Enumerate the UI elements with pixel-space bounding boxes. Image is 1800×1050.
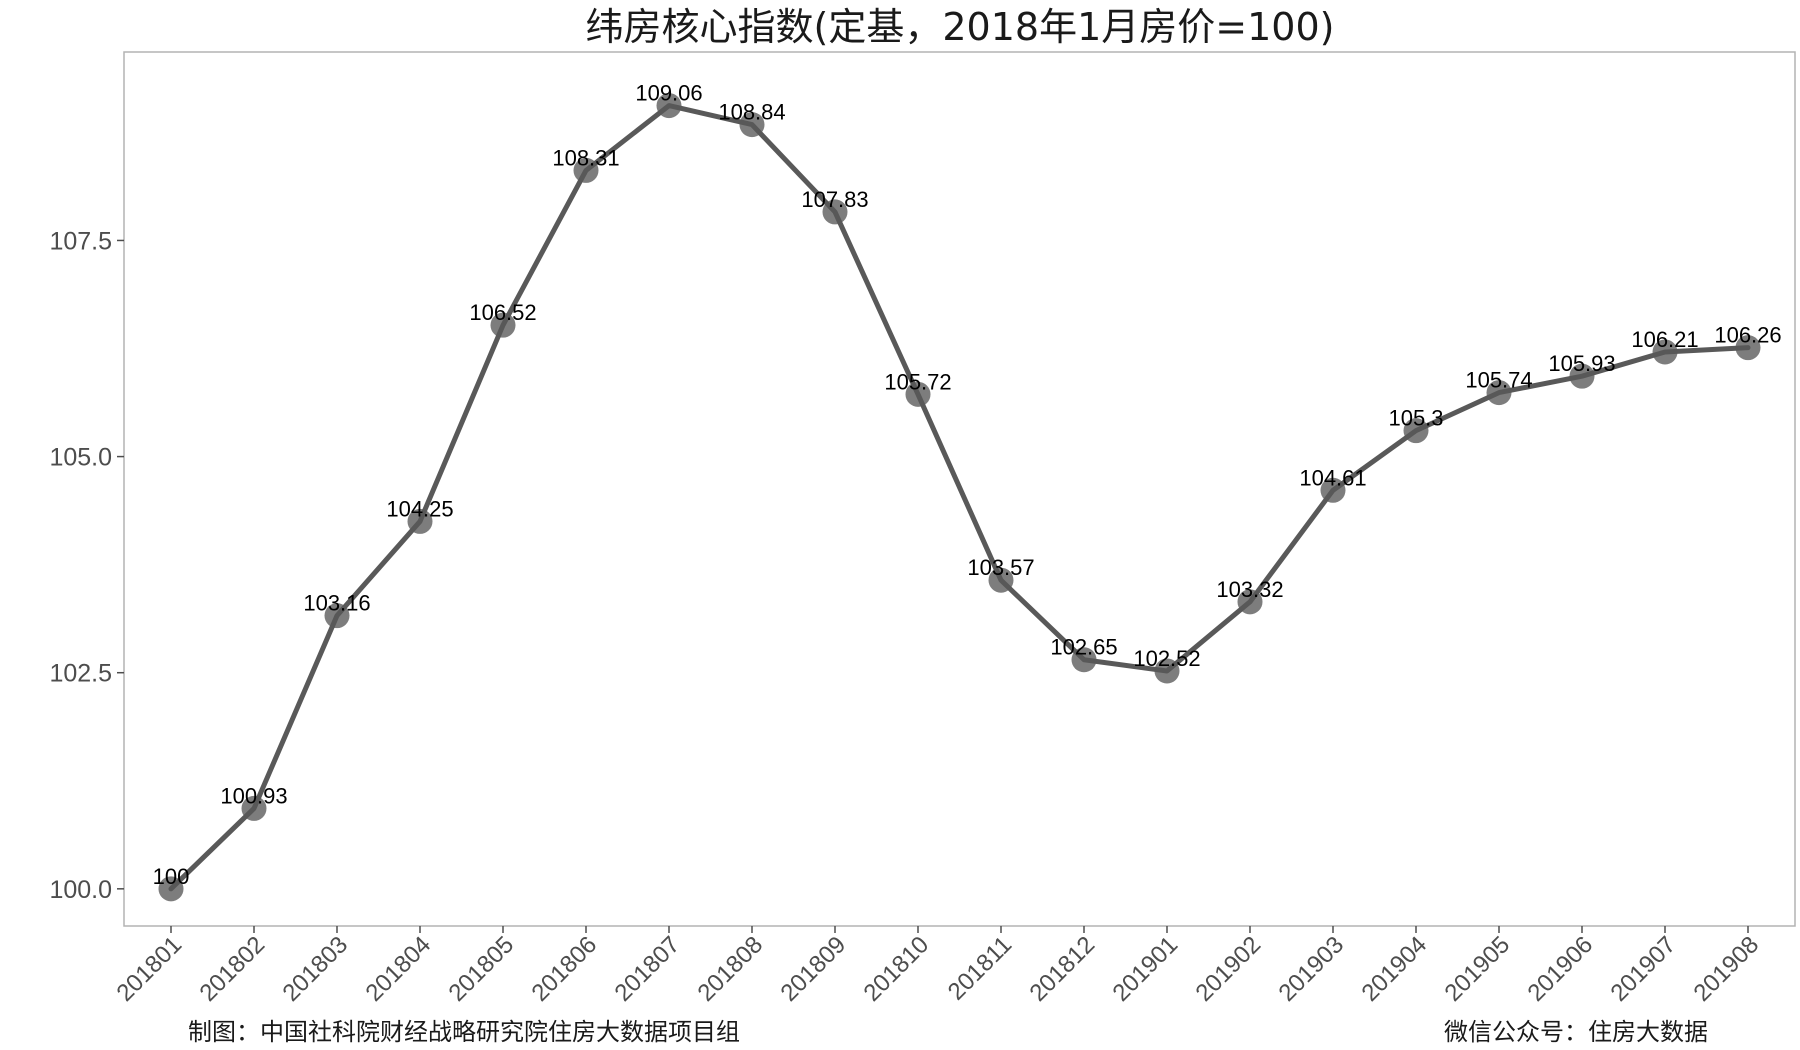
x-tick-label: 201801 — [112, 931, 188, 1007]
data-point — [1403, 418, 1429, 444]
data-point — [822, 199, 848, 225]
data-labels-group: 100 100.93 103.16 104.25 106.52 108.31 109.06 1… — [153, 81, 1782, 889]
x-tick-label: 201803 — [278, 931, 354, 1007]
chart-title: 纬房核心指数(定基，2018年1月房价=100) — [586, 5, 1335, 49]
data-point — [407, 508, 433, 534]
data-label: 100.93 — [220, 783, 287, 808]
x-tick-label: 201806 — [527, 931, 603, 1007]
data-point — [739, 112, 765, 138]
x-tick-label: 201902 — [1191, 931, 1267, 1007]
series-group — [158, 93, 1761, 902]
data-point — [158, 876, 184, 902]
y-tick-label: 105.0 — [49, 444, 112, 472]
x-tick-label: 201903 — [1274, 931, 1350, 1007]
data-point — [1071, 647, 1097, 673]
data-label: 108.31 — [552, 145, 619, 170]
data-point — [241, 795, 267, 821]
x-tick-label: 201908 — [1689, 931, 1765, 1007]
data-label: 103.32 — [1216, 577, 1283, 602]
data-label: 105.74 — [1465, 368, 1532, 393]
x-tick-label: 201804 — [361, 931, 437, 1007]
data-label: 100 — [153, 864, 190, 889]
data-point — [1154, 658, 1180, 684]
data-label: 106.21 — [1631, 327, 1698, 352]
data-label: 108.84 — [718, 100, 785, 125]
data-label: 105.72 — [884, 369, 951, 394]
data-point — [1320, 477, 1346, 503]
x-tick-label: 201809 — [776, 931, 852, 1007]
data-point — [1486, 380, 1512, 406]
x-tick-label: 201811 — [943, 931, 1017, 1005]
data-label: 105.93 — [1548, 351, 1615, 376]
data-label: 106.52 — [469, 300, 536, 325]
x-tick-label: 201802 — [195, 931, 271, 1007]
data-label: 109.06 — [635, 81, 702, 106]
data-point — [490, 312, 516, 338]
data-point — [905, 381, 931, 407]
data-point — [988, 567, 1014, 593]
x-tick-label: 201807 — [610, 931, 686, 1007]
data-label: 104.25 — [386, 496, 453, 521]
x-tick-label: 201812 — [1025, 931, 1101, 1007]
x-tick-label: 201805 — [444, 931, 520, 1007]
x-tick-label: 201808 — [693, 931, 769, 1007]
y-tick-label: 102.5 — [49, 660, 112, 688]
data-label: 107.83 — [801, 187, 868, 212]
data-label: 106.26 — [1714, 323, 1781, 348]
y-axis: 100.0 102.5 105.0 107.5 — [49, 227, 124, 904]
data-point — [1735, 335, 1761, 361]
data-label: 102.52 — [1133, 646, 1200, 671]
data-label: 103.16 — [303, 591, 370, 616]
data-point — [324, 603, 350, 629]
footer-credit: 制图：中国社科院财经战略研究院住房大数据项目组 — [188, 1018, 740, 1046]
data-label: 104.61 — [1299, 465, 1366, 490]
data-point — [656, 93, 682, 119]
x-tick-label: 201810 — [859, 931, 935, 1007]
y-tick-label: 107.5 — [49, 227, 112, 255]
x-tick-label: 201907 — [1606, 931, 1682, 1007]
x-tick-label: 201906 — [1523, 931, 1599, 1007]
footer-wechat: 微信公众号：住房大数据 — [1444, 1018, 1708, 1046]
data-point — [1652, 339, 1678, 365]
data-point — [1569, 363, 1595, 389]
x-tick-label: 201904 — [1357, 931, 1433, 1007]
data-label: 105.3 — [1388, 406, 1443, 431]
x-tick-label: 201901 — [1108, 931, 1184, 1007]
x-tick-label: 201905 — [1440, 931, 1516, 1007]
plot-border — [123, 51, 1796, 927]
data-label: 103.57 — [967, 555, 1034, 580]
data-point — [1237, 589, 1263, 615]
data-point — [573, 157, 599, 183]
series-line — [168, 103, 1751, 892]
y-tick-label: 100.0 — [49, 876, 112, 904]
x-axis: 201801 201802 201803 201804 201805 201806 2018… — [112, 926, 1765, 1007]
data-label: 102.65 — [1050, 635, 1117, 660]
